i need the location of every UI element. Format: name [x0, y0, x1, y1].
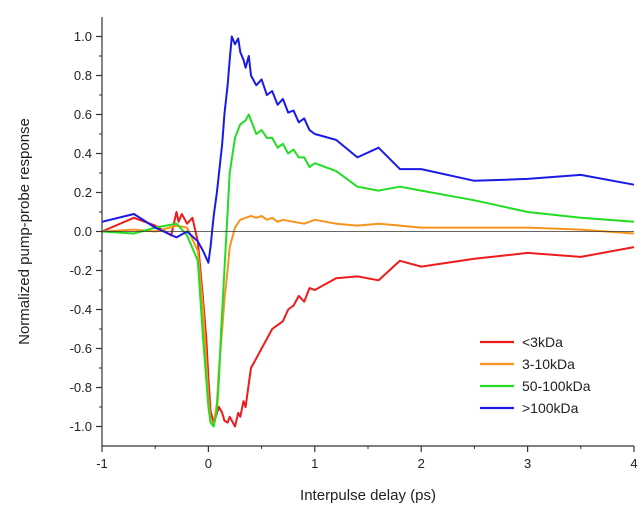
y-tick-label: 1.0 [74, 29, 92, 44]
y-tick-label: -1.0 [70, 419, 92, 434]
legend-label: >100kDa [522, 400, 579, 416]
y-tick-label: 0.4 [74, 146, 92, 161]
y-tick-label: 0.2 [74, 185, 92, 200]
y-axis-title: Normalized pump-probe response [16, 118, 33, 345]
legend-label: 50-100kDa [522, 378, 591, 394]
x-tick-label: 3 [524, 456, 531, 471]
y-axis-ticks: -1.0 -0.8 -0.6 -0.4 -0.2 0.0 0.2 0.4 0.6 0.8 1.0 [70, 29, 102, 434]
x-tick-label: -1 [96, 456, 108, 471]
legend-label: <3kDa [522, 334, 563, 350]
x-tick-label: 4 [630, 456, 637, 471]
series-line [101, 211, 635, 428]
y-tick-label: -0.2 [70, 263, 92, 278]
legend: <3kDa 3-10kDa 50-100kDa >100kDa [480, 334, 591, 416]
x-axis-ticks: -1 0 1 2 3 4 [96, 446, 638, 471]
x-tick-label: 0 [205, 456, 212, 471]
series-lines [101, 35, 635, 428]
x-axis-title: Interpulse delay (ps) [300, 487, 436, 504]
y-tick-label: -0.8 [70, 380, 92, 395]
y-tick-label: 0.6 [74, 107, 92, 122]
x-tick-label: 2 [418, 456, 425, 471]
legend-label: 3-10kDa [522, 356, 575, 372]
y-tick-label: -0.4 [70, 302, 92, 317]
series-line [101, 214, 635, 426]
y-tick-label: 0.8 [74, 68, 92, 83]
series-line [101, 35, 635, 264]
y-tick-label: -0.6 [70, 341, 92, 356]
y-tick-label: 0.0 [74, 224, 92, 239]
series-line [101, 113, 635, 428]
x-tick-label: 1 [311, 456, 318, 471]
